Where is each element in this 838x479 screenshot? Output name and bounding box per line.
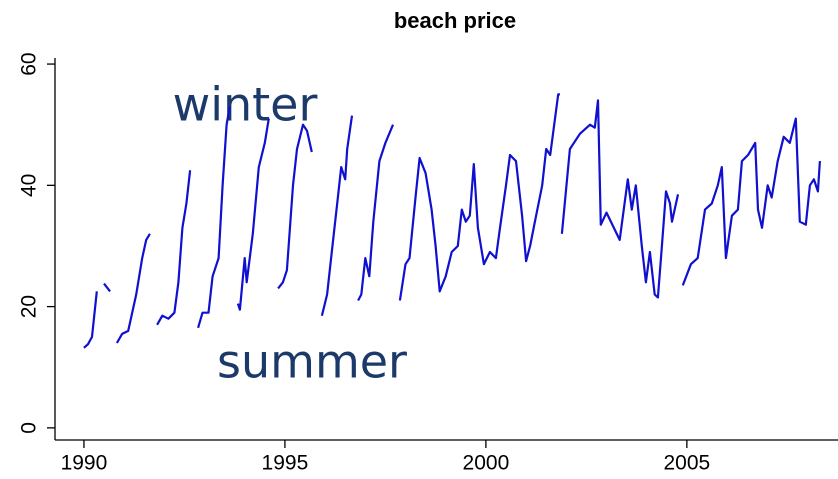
x-tick-label: 2000 bbox=[463, 452, 510, 475]
x-tick-label: 2005 bbox=[664, 452, 711, 475]
annotation: summer bbox=[217, 335, 407, 389]
y-tick-label: 40 bbox=[18, 174, 41, 197]
annotation: winter bbox=[173, 78, 318, 132]
y-tick-label: 0 bbox=[18, 422, 41, 434]
data-line bbox=[83, 93, 821, 349]
y-tick-label: 60 bbox=[18, 52, 41, 75]
chart-title: beach price bbox=[394, 8, 516, 33]
x-tick-label: 1990 bbox=[61, 452, 108, 475]
y-tick-label: 20 bbox=[18, 295, 41, 318]
x-tick-label: 1995 bbox=[262, 452, 309, 475]
